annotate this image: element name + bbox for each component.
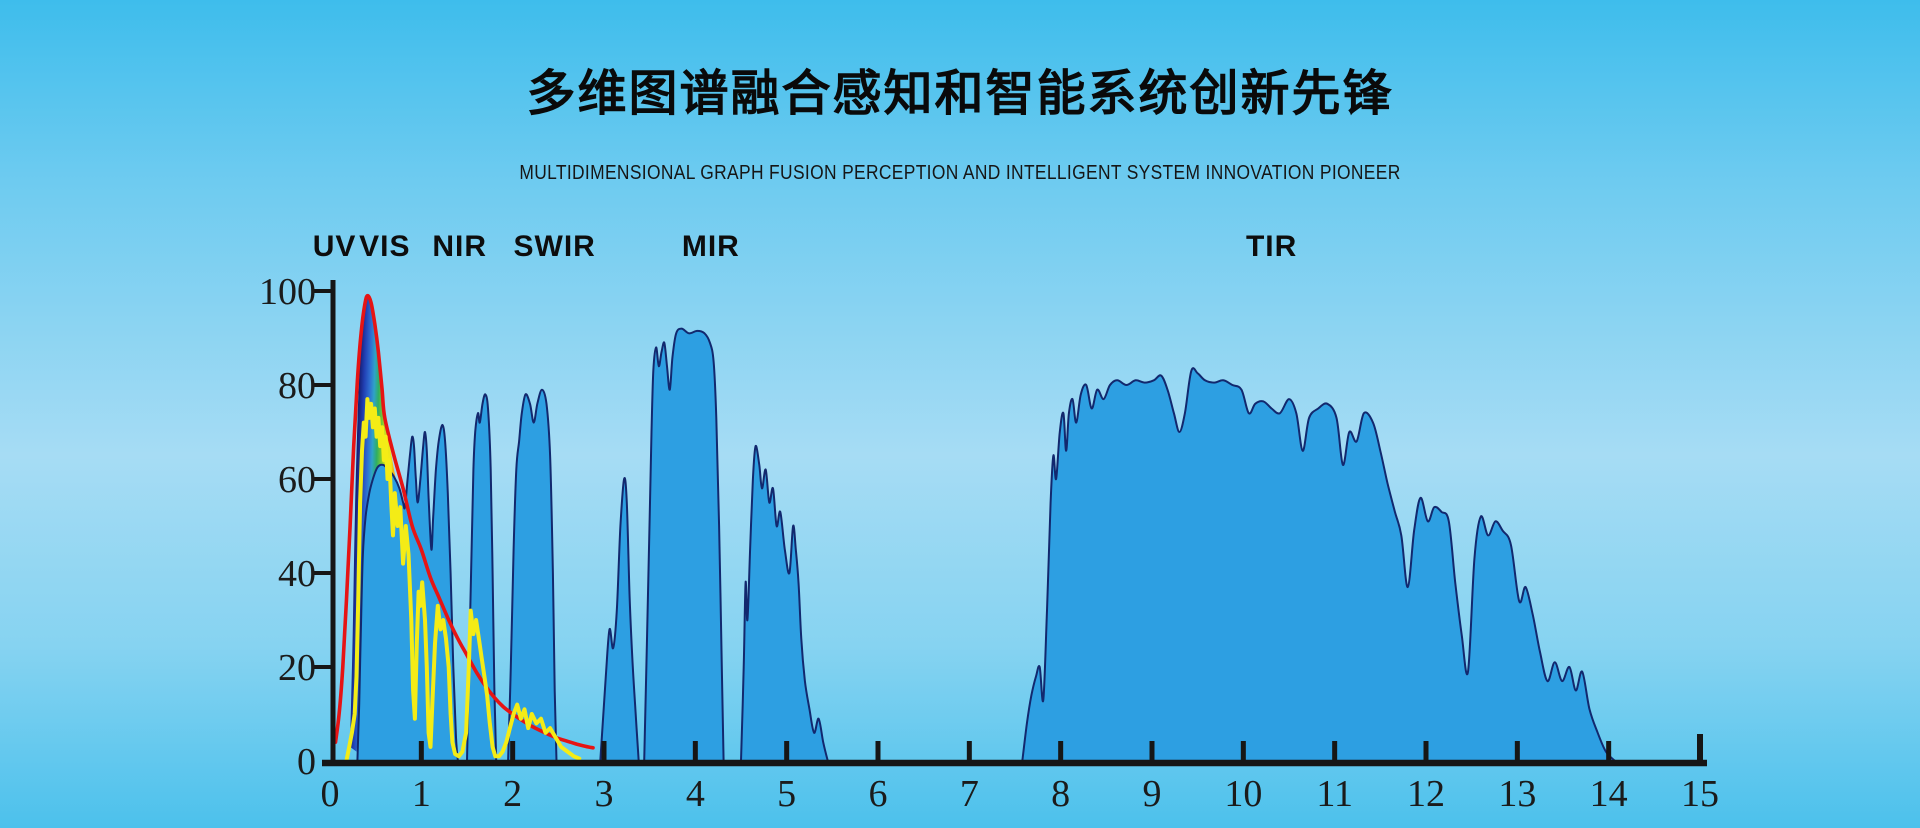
x-tick-label: 14 bbox=[1590, 773, 1628, 815]
series-solar-irradiance-at-ground bbox=[344, 397, 582, 763]
band-label-tir: TIR bbox=[1246, 230, 1297, 263]
x-tick-label: 1 bbox=[412, 773, 431, 815]
y-tick-label: 20 bbox=[278, 647, 316, 689]
x-tick-label: 4 bbox=[686, 773, 705, 815]
band-label-mir: MIR bbox=[682, 230, 740, 263]
chart-series bbox=[333, 293, 1617, 763]
x-tick-label: 6 bbox=[869, 773, 888, 815]
x-tick-label: 5 bbox=[777, 773, 796, 815]
x-tick-label: 2 bbox=[503, 773, 522, 815]
y-tick-label: 80 bbox=[278, 365, 316, 407]
chart-axes bbox=[314, 280, 1707, 767]
series-visible-spectrum-rainbow-peak bbox=[350, 295, 405, 752]
x-tick-label: 7 bbox=[960, 773, 979, 815]
x-tick-label: 0 bbox=[321, 773, 340, 815]
series-atmospheric-transmission-windows bbox=[356, 327, 1617, 762]
x-tick-label: 13 bbox=[1498, 773, 1536, 815]
band-label-uv: UV bbox=[313, 230, 357, 263]
x-tick-label: 8 bbox=[1051, 773, 1070, 815]
y-tick-label: 100 bbox=[259, 271, 316, 313]
x-tick-label: 15 bbox=[1681, 773, 1719, 815]
band-label-vis: VIS bbox=[359, 230, 410, 263]
band-label-nir: NIR bbox=[432, 230, 487, 263]
poster-subtitle: MULTIDIMENSIONAL GRAPH FUSION PERCEPTION… bbox=[519, 162, 1401, 184]
y-tick-label: 40 bbox=[278, 553, 316, 595]
spectral-band-labels: UV VIS NIR SWIR MIR TIR bbox=[313, 230, 1297, 263]
x-tick-label: 11 bbox=[1316, 773, 1353, 815]
poster-title: 多维图谱融合感知和智能系统创新先锋 bbox=[526, 67, 1394, 121]
x-tick-label: 12 bbox=[1407, 773, 1445, 815]
series-solar-blackbody-envelope bbox=[333, 293, 595, 750]
y-tick-label: 60 bbox=[278, 459, 316, 501]
y-tick-label: 0 bbox=[297, 741, 316, 783]
x-tick-label: 9 bbox=[1143, 773, 1162, 815]
x-tick-label: 3 bbox=[595, 773, 614, 815]
band-label-swir: SWIR bbox=[514, 230, 596, 263]
x-tick-label: 10 bbox=[1224, 773, 1262, 815]
